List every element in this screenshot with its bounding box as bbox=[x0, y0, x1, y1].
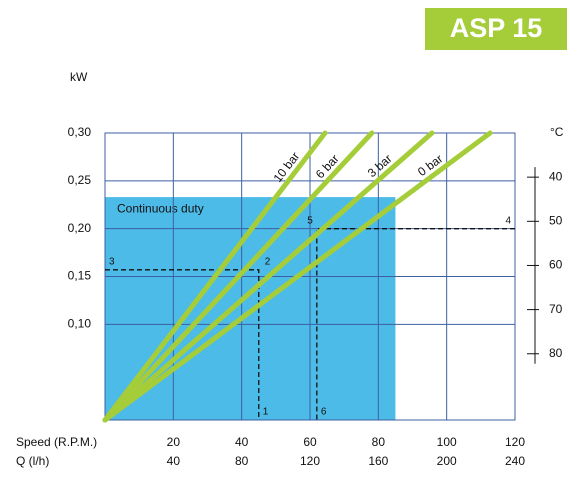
x2-tick-label: 120 bbox=[300, 454, 320, 468]
x-tick-label: 80 bbox=[372, 435, 386, 449]
point-label: 3 bbox=[109, 256, 115, 267]
x2-tick-label: 160 bbox=[368, 454, 388, 468]
point-label: 6 bbox=[321, 407, 327, 418]
reference-line bbox=[316, 228, 515, 420]
y-tick-label: 0,30 bbox=[68, 125, 92, 139]
point-label: 1 bbox=[263, 407, 269, 418]
badge-text: ASP 15 bbox=[450, 13, 543, 43]
x-tick-label: 100 bbox=[437, 435, 457, 449]
x2-tick-label: 40 bbox=[167, 454, 181, 468]
y2-tick-label: 80 bbox=[549, 346, 563, 360]
badge-bg bbox=[425, 8, 567, 50]
point-label: 4 bbox=[505, 215, 511, 226]
x-tick-label: 60 bbox=[303, 435, 317, 449]
x2-axis-label: Q (l/h) bbox=[16, 454, 49, 468]
y-tick-label: 0,15 bbox=[68, 269, 92, 283]
y-tick-label: 0,20 bbox=[68, 221, 92, 235]
x-tick-label: 120 bbox=[505, 435, 525, 449]
x-axis-label: Speed (R.P.M.) bbox=[16, 435, 97, 449]
plot-frame bbox=[104, 132, 516, 421]
series-line bbox=[102, 130, 493, 423]
point-label: 2 bbox=[265, 256, 271, 267]
reference-line bbox=[105, 269, 260, 420]
y-tick-label: 0,10 bbox=[68, 317, 92, 331]
x2-tick-label: 200 bbox=[437, 454, 457, 468]
x-tick-label: 40 bbox=[235, 435, 249, 449]
x2-tick-label: 240 bbox=[505, 454, 525, 468]
y2-tick-label: 40 bbox=[549, 169, 563, 183]
series-line bbox=[102, 130, 375, 423]
x2-tick-label: 80 bbox=[235, 454, 249, 468]
y2-tick-label: 60 bbox=[549, 258, 563, 272]
y2-tick-label: 70 bbox=[549, 302, 563, 316]
y2-tick-label: 50 bbox=[549, 213, 563, 227]
y2-axis-label: °C bbox=[550, 125, 564, 139]
series-line bbox=[102, 130, 435, 423]
region-label: Continuous duty bbox=[117, 201, 204, 215]
series-line bbox=[102, 130, 328, 423]
x-tick-label: 20 bbox=[167, 435, 181, 449]
point-label: 5 bbox=[307, 215, 313, 226]
y-tick-label: 0,25 bbox=[68, 173, 92, 187]
y-axis-label: kW bbox=[70, 70, 88, 84]
